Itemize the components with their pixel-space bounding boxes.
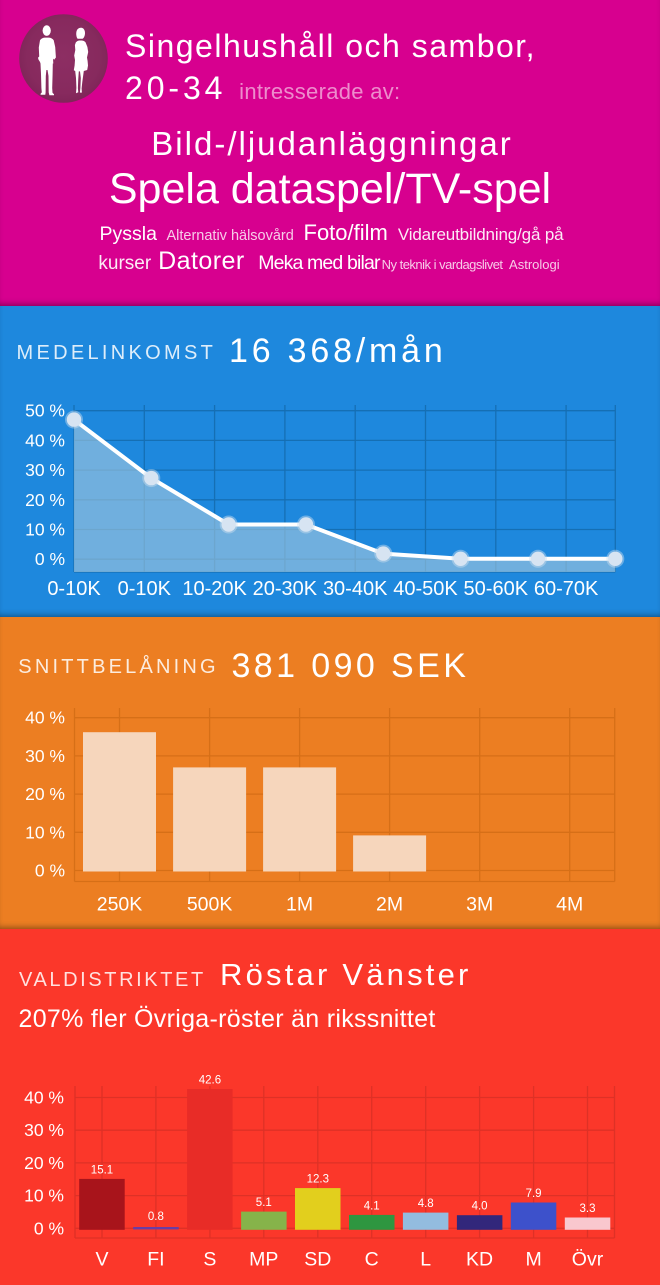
svg-text:3.3: 3.3 (580, 1203, 596, 1215)
svg-text:4.1: 4.1 (364, 1200, 380, 1212)
svg-text:20-30K: 20-30K (253, 578, 318, 600)
svg-text:30 %: 30 % (25, 746, 65, 766)
svg-text:250K: 250K (97, 894, 143, 916)
svg-text:10 %: 10 % (24, 1186, 64, 1206)
svg-text:0 %: 0 % (34, 1218, 64, 1238)
svg-text:10-20K: 10-20K (182, 578, 247, 600)
svg-text:30-40K: 30-40K (323, 578, 388, 600)
svg-text:10 %: 10 % (25, 520, 65, 540)
svg-text:50 %: 50 % (25, 401, 65, 421)
svg-text:20 %: 20 % (25, 490, 65, 510)
svg-text:4.8: 4.8 (418, 1198, 434, 1210)
svg-text:10 %: 10 % (25, 822, 65, 842)
svg-text:50-60K: 50-60K (464, 578, 529, 600)
svg-text:1M: 1M (286, 894, 313, 916)
svg-text:7.9: 7.9 (526, 1188, 542, 1200)
svg-text:20 %: 20 % (25, 784, 65, 804)
svg-text:20 %: 20 % (24, 1153, 64, 1173)
svg-text:4.0: 4.0 (472, 1201, 488, 1213)
svg-text:30 %: 30 % (24, 1120, 64, 1140)
svg-text:S: S (203, 1249, 216, 1271)
svg-text:30 %: 30 % (25, 460, 65, 480)
svg-text:3M: 3M (466, 894, 493, 916)
svg-text:40 %: 40 % (25, 430, 65, 450)
svg-text:40-50K: 40-50K (393, 578, 458, 600)
svg-text:15.1: 15.1 (91, 1164, 113, 1176)
svg-text:12.3: 12.3 (307, 1174, 329, 1186)
svg-text:5.1: 5.1 (256, 1197, 272, 1209)
svg-text:40 %: 40 % (24, 1088, 64, 1108)
svg-text:0-10K: 0-10K (47, 578, 101, 600)
svg-text:0 %: 0 % (35, 549, 65, 569)
svg-text:0 %: 0 % (35, 861, 65, 881)
svg-text:500K: 500K (187, 894, 233, 916)
svg-text:FI: FI (147, 1249, 164, 1271)
svg-text:4M: 4M (556, 894, 583, 916)
svg-text:Övr: Övr (572, 1249, 604, 1271)
svg-text:MP: MP (249, 1249, 278, 1271)
svg-text:V: V (95, 1249, 108, 1271)
svg-text:2M: 2M (376, 894, 403, 916)
svg-text:M: M (525, 1249, 541, 1271)
svg-text:C: C (365, 1249, 379, 1271)
svg-text:60-70K: 60-70K (534, 578, 599, 600)
svg-text:KD: KD (466, 1249, 493, 1271)
svg-text:SD: SD (304, 1249, 331, 1271)
svg-text:40 %: 40 % (25, 708, 65, 728)
svg-text:42.6: 42.6 (199, 1075, 221, 1087)
svg-text:0-10K: 0-10K (118, 578, 172, 600)
svg-text:0.8: 0.8 (148, 1211, 164, 1223)
svg-text:L: L (420, 1249, 431, 1271)
